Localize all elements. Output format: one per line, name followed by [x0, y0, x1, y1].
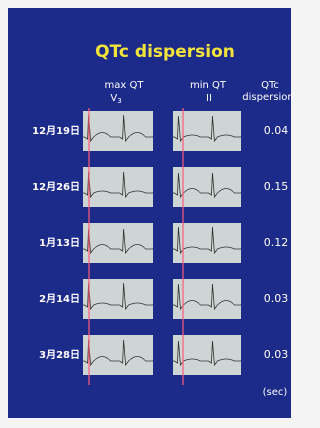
slide: QTc dispersion max QT V3 min QT II QTc d…: [0, 0, 299, 424]
column-header: dispersion: [242, 92, 293, 103]
ecg-strip: [83, 279, 153, 319]
dispersion-value: 0.15: [264, 180, 289, 193]
column-header: min QT: [190, 80, 227, 91]
title: QTc dispersion: [95, 42, 235, 62]
date: 3月28日: [39, 349, 80, 361]
unit: (sec): [263, 387, 288, 398]
dispersion-value: 0.04: [264, 124, 289, 137]
date: 2月14日: [39, 293, 80, 305]
column-header: QTc: [261, 80, 279, 91]
ecg-strip: [83, 335, 153, 375]
column-header: max QT: [105, 80, 145, 91]
lead-label: II: [206, 93, 212, 104]
ecg-strip: [83, 111, 153, 151]
dispersion-value: 0.03: [264, 292, 289, 305]
ecg-strip: [83, 167, 153, 207]
date: 1月13日: [39, 237, 80, 249]
date: 12月19日: [32, 125, 80, 137]
dispersion-value: 0.03: [264, 348, 289, 361]
page: QTc dispersion max QT V3 min QT II QTc d…: [0, 0, 299, 424]
ecg-strip: [83, 223, 153, 263]
date: 12月26日: [32, 181, 80, 193]
dispersion-value: 0.12: [264, 236, 289, 249]
lead-subscript: 3: [117, 97, 121, 105]
